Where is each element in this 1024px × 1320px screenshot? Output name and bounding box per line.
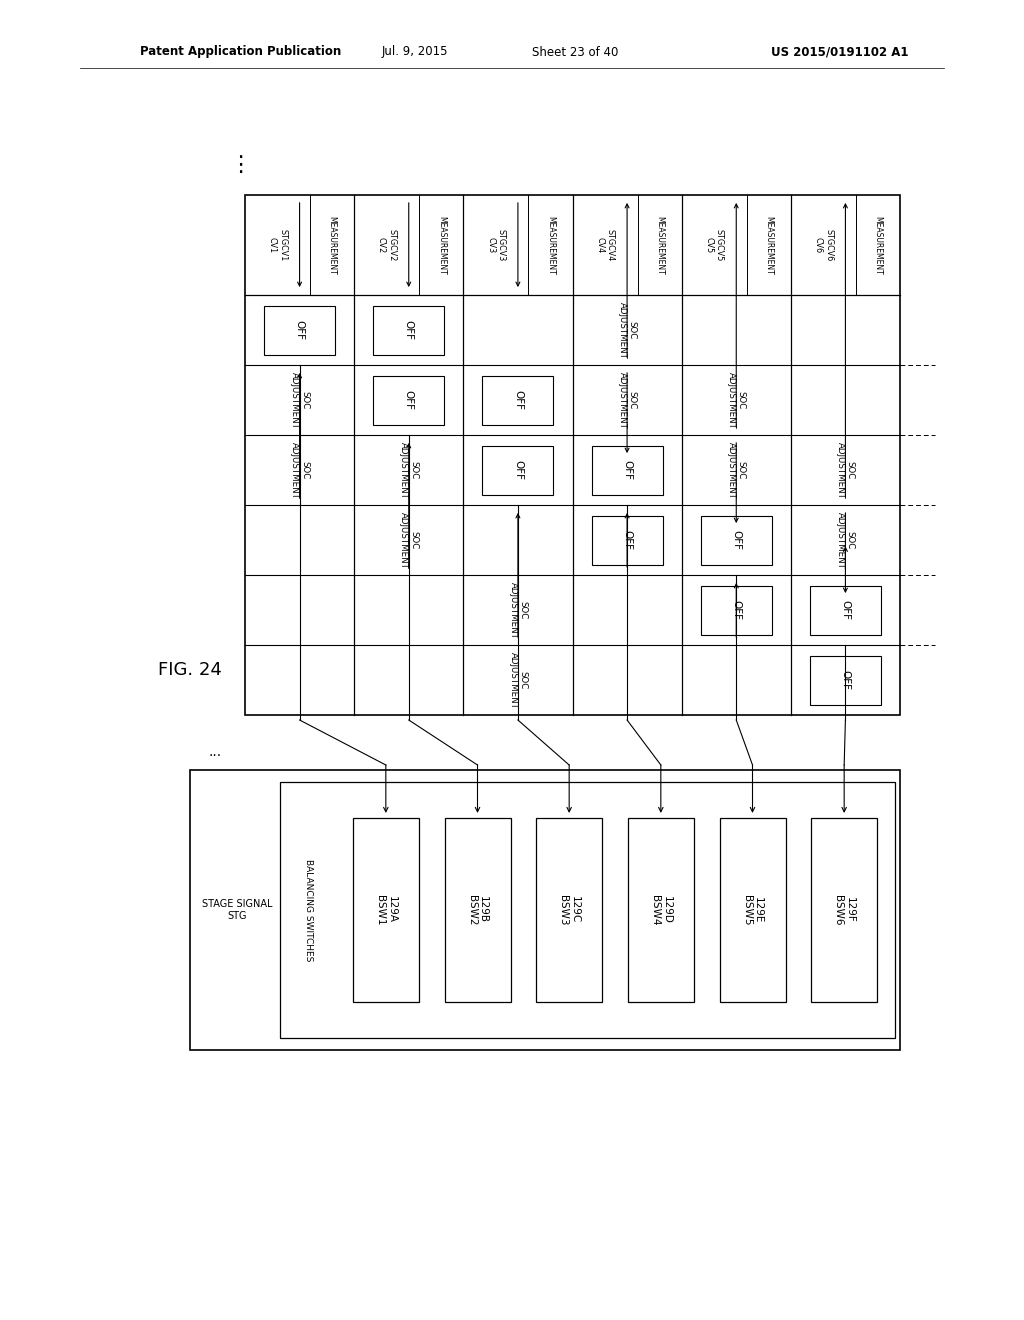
Text: Sheet 23 of 40: Sheet 23 of 40 bbox=[531, 45, 618, 58]
Text: Jul. 9, 2015: Jul. 9, 2015 bbox=[382, 45, 449, 58]
Text: 129A
BSW1: 129A BSW1 bbox=[375, 895, 396, 925]
Text: SOC
ADJUSTMENT: SOC ADJUSTMENT bbox=[290, 442, 309, 499]
Text: STGCV4
CV4: STGCV4 CV4 bbox=[595, 228, 614, 261]
Text: SOC
ADJUSTMENT: SOC ADJUSTMENT bbox=[509, 582, 527, 639]
Text: Patent Application Publication: Patent Application Publication bbox=[140, 45, 341, 58]
Bar bbox=[374, 305, 444, 355]
Text: BALANCING SWITCHES: BALANCING SWITCHES bbox=[303, 859, 312, 961]
Text: MEASUREMENT: MEASUREMENT bbox=[873, 215, 883, 275]
Text: OFF: OFF bbox=[841, 671, 850, 690]
Text: 129F
BSW6: 129F BSW6 bbox=[834, 895, 855, 925]
Text: ...: ... bbox=[209, 744, 221, 759]
Bar bbox=[537, 818, 602, 1002]
Bar bbox=[720, 818, 785, 1002]
Bar bbox=[811, 818, 878, 1002]
Text: OFF: OFF bbox=[403, 389, 414, 411]
Text: OFF: OFF bbox=[731, 531, 741, 550]
Text: SOC
ADJUSTMENT: SOC ADJUSTMENT bbox=[509, 652, 527, 709]
Bar bbox=[628, 818, 694, 1002]
Text: OFF: OFF bbox=[623, 531, 632, 550]
Text: ⋮: ⋮ bbox=[229, 154, 251, 176]
Bar bbox=[700, 586, 772, 635]
Text: SOC
ADJUSTMENT: SOC ADJUSTMENT bbox=[617, 301, 637, 359]
Text: MEASUREMENT: MEASUREMENT bbox=[546, 215, 555, 275]
Text: STGCV2
CV2: STGCV2 CV2 bbox=[377, 228, 396, 261]
Text: SOC
ADJUSTMENT: SOC ADJUSTMENT bbox=[399, 442, 418, 499]
Bar bbox=[700, 516, 772, 565]
Text: OFF: OFF bbox=[295, 319, 304, 341]
Bar bbox=[264, 305, 335, 355]
Text: OFF: OFF bbox=[623, 459, 632, 480]
Text: STGCV6
CV6: STGCV6 CV6 bbox=[814, 228, 834, 261]
Bar bbox=[482, 446, 553, 495]
Bar bbox=[190, 770, 900, 1049]
Text: MEASUREMENT: MEASUREMENT bbox=[764, 215, 773, 275]
Bar bbox=[592, 446, 663, 495]
Bar bbox=[592, 516, 663, 565]
Text: OFF: OFF bbox=[513, 389, 523, 411]
Bar bbox=[353, 818, 419, 1002]
Text: OFF: OFF bbox=[841, 601, 850, 620]
Text: 129D
BSW4: 129D BSW4 bbox=[650, 895, 672, 925]
Bar bbox=[280, 781, 895, 1038]
Text: STGCV5
CV5: STGCV5 CV5 bbox=[705, 228, 724, 261]
Text: SOC
ADJUSTMENT: SOC ADJUSTMENT bbox=[727, 442, 745, 499]
Text: US 2015/0191102 A1: US 2015/0191102 A1 bbox=[771, 45, 908, 58]
Text: OFF: OFF bbox=[513, 459, 523, 480]
Text: STGCV3
CV3: STGCV3 CV3 bbox=[486, 228, 506, 261]
Bar bbox=[444, 818, 511, 1002]
Text: STGCV1
CV1: STGCV1 CV1 bbox=[268, 228, 287, 261]
Bar bbox=[810, 656, 881, 705]
Text: SOC
ADJUSTMENT: SOC ADJUSTMENT bbox=[727, 371, 745, 429]
Text: SOC
ADJUSTMENT: SOC ADJUSTMENT bbox=[399, 512, 418, 569]
Text: 129B
BSW2: 129B BSW2 bbox=[467, 895, 488, 925]
Bar bbox=[245, 195, 900, 715]
Text: OFF: OFF bbox=[731, 601, 741, 620]
Text: STAGE SIGNAL
STG: STAGE SIGNAL STG bbox=[202, 899, 272, 921]
Text: FIG. 24: FIG. 24 bbox=[158, 661, 222, 678]
Text: SOC
ADJUSTMENT: SOC ADJUSTMENT bbox=[836, 512, 855, 569]
Text: SOC
ADJUSTMENT: SOC ADJUSTMENT bbox=[836, 442, 855, 499]
Bar bbox=[374, 375, 444, 425]
Text: MEASUREMENT: MEASUREMENT bbox=[437, 215, 445, 275]
Text: MEASUREMENT: MEASUREMENT bbox=[328, 215, 337, 275]
Text: SOC
ADJUSTMENT: SOC ADJUSTMENT bbox=[617, 371, 637, 429]
Text: 129C
BSW3: 129C BSW3 bbox=[558, 895, 580, 925]
Bar bbox=[810, 586, 881, 635]
Text: 129E
BSW5: 129E BSW5 bbox=[741, 895, 763, 925]
Bar bbox=[482, 375, 553, 425]
Text: MEASUREMENT: MEASUREMENT bbox=[655, 215, 665, 275]
Text: OFF: OFF bbox=[403, 319, 414, 341]
Text: SOC
ADJUSTMENT: SOC ADJUSTMENT bbox=[290, 371, 309, 429]
